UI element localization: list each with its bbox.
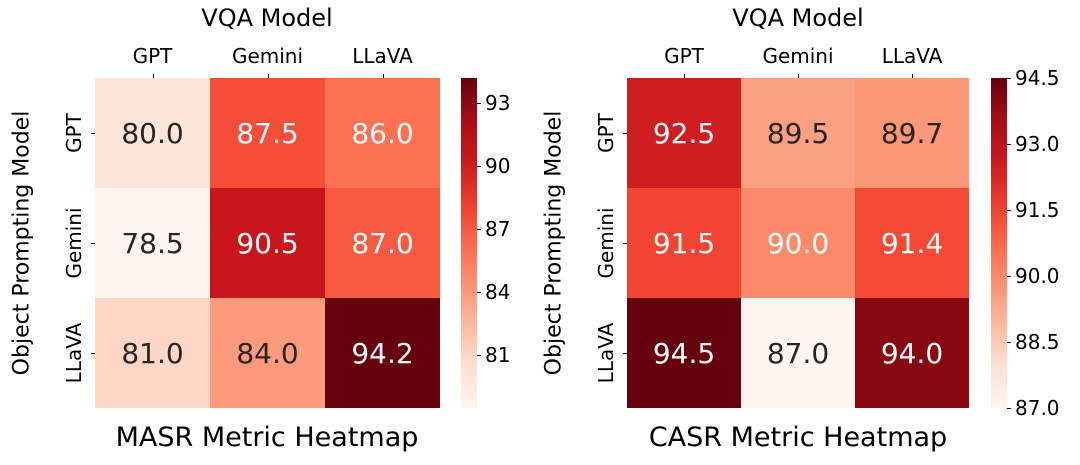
heatmap-cell: 89.7 <box>855 78 969 188</box>
row-label-gemini: Gemini <box>594 207 618 279</box>
heatmap-cell: 84.0 <box>210 298 325 408</box>
column-label-gemini: Gemini <box>762 44 834 68</box>
heatmap-cell: 91.4 <box>855 188 969 298</box>
colorbar-tick-label: 90 <box>485 154 511 179</box>
heatmap-cell: 94.5 <box>627 298 741 408</box>
colorbar-tick-label: 94.5 <box>1015 66 1060 90</box>
colorbar-gradient <box>991 78 1007 408</box>
right-axes-title: VQA Model <box>732 4 864 32</box>
colorbar-tick-label: 81 <box>485 343 511 368</box>
heatmap-cell: 92.5 <box>627 78 741 188</box>
colorbar-tick-label: 93 <box>485 91 511 116</box>
heatmap-cell: 78.5 <box>95 188 210 298</box>
colorbar-tick-mark <box>477 166 481 168</box>
row-label-llava: LLaVA <box>62 322 86 384</box>
colorbar-tick-label: 91.5 <box>1015 198 1060 222</box>
column-label-llava: LLaVA <box>352 44 413 68</box>
y-tick-mark <box>623 243 627 244</box>
right-y-axis-label: Object Prompting Model <box>541 110 567 376</box>
colorbar-tick-mark <box>477 229 481 231</box>
column-label-gpt: GPT <box>132 44 173 68</box>
y-tick-mark <box>623 133 627 134</box>
y-tick-mark <box>91 353 95 354</box>
colorbar-tick-label: 93.0 <box>1015 132 1060 156</box>
colorbar-tick-mark <box>1007 276 1011 277</box>
heatmap-cell: 94.0 <box>855 298 969 408</box>
heatmap-cell: 86.0 <box>325 78 440 188</box>
colorbar-tick-label: 88.5 <box>1015 330 1060 354</box>
heatmap-cell: 80.0 <box>95 78 210 188</box>
colorbar-tick-mark <box>1007 342 1011 343</box>
left-axes-title: VQA Model <box>201 4 333 32</box>
colorbar-tick-mark <box>477 103 481 105</box>
colorbar-tick-mark <box>477 292 481 294</box>
colorbar-tick-mark <box>477 355 481 357</box>
right-x-axis-label: CASR Metric Heatmap <box>648 422 948 453</box>
colorbar-tick-label: 87.0 <box>1015 396 1060 420</box>
colorbar-tick-mark <box>1007 408 1011 409</box>
column-label-gpt: GPT <box>664 44 704 68</box>
x-tick-mark <box>798 74 799 78</box>
colorbar-tick-label: 87 <box>485 217 511 242</box>
left-x-axis-label: MASR Metric Heatmap <box>115 422 419 453</box>
heatmap-cell: 87.5 <box>210 78 325 188</box>
colorbar-gradient <box>461 78 477 408</box>
heatmap-cell: 81.0 <box>95 298 210 408</box>
heatmap-cell: 90.5 <box>210 188 325 298</box>
y-tick-mark <box>91 243 95 244</box>
colorbar-tick-label: 84 <box>485 280 511 305</box>
row-label-gemini: Gemini <box>62 207 86 279</box>
column-label-llava: LLaVA <box>881 44 943 68</box>
x-tick-mark <box>912 74 913 78</box>
left-y-axis-label: Object Prompting Model <box>9 110 35 376</box>
x-tick-mark <box>267 74 269 78</box>
y-tick-mark <box>91 133 95 134</box>
y-tick-mark <box>623 353 627 354</box>
heatmap-cell: 91.5 <box>627 188 741 298</box>
heatmap-cell: 87.0 <box>325 188 440 298</box>
colorbar-tick-label: 90.0 <box>1015 264 1060 288</box>
x-tick-mark <box>382 74 384 78</box>
colorbar-tick-mark <box>1007 210 1011 211</box>
row-label-gpt: GPT <box>594 113 618 153</box>
heatmap-cell: 87.0 <box>741 298 855 408</box>
colorbar-tick-mark <box>1007 78 1011 79</box>
colorbar-tick-mark <box>1007 144 1011 145</box>
x-tick-mark <box>684 74 685 78</box>
heatmap-cell: 90.0 <box>741 188 855 298</box>
column-label-gemini: Gemini <box>231 44 304 68</box>
x-tick-mark <box>152 74 154 78</box>
heatmap-cell: 94.2 <box>325 298 440 408</box>
heatmap-cell: 89.5 <box>741 78 855 188</box>
row-label-llava: LLaVA <box>594 322 618 384</box>
row-label-gpt: GPT <box>62 113 86 153</box>
